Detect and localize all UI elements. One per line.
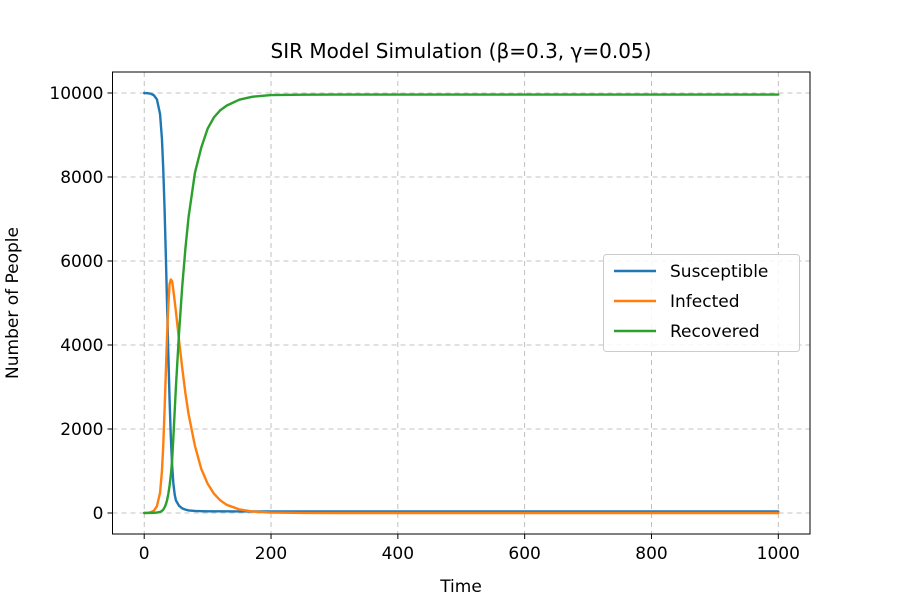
y-tick-label: 6000	[60, 252, 103, 272]
x-axis-ticks: 0 200 400 600 800 1000	[139, 534, 800, 564]
y-tick-label: 4000	[60, 336, 103, 356]
x-tick-label: 400	[382, 544, 414, 564]
legend-label-infected: Infected	[670, 292, 740, 312]
series-line-recovered	[142, 93, 780, 515]
grid	[112, 72, 810, 534]
legend-label-recovered: Recovered	[670, 322, 760, 342]
legend: Susceptible Infected Recovered	[603, 254, 800, 352]
legend-label-susceptible: Susceptible	[670, 262, 768, 282]
legend-frame	[603, 254, 800, 352]
x-tick-label: 1000	[757, 544, 800, 564]
y-tick-label: 2000	[60, 420, 103, 440]
y-tick-label: 0	[93, 504, 104, 524]
plot-frame	[112, 71, 811, 535]
x-tick-label: 600	[508, 544, 540, 564]
x-tick-label: 200	[255, 544, 287, 564]
x-tick-label: 800	[635, 544, 667, 564]
x-tick-label: 0	[139, 544, 150, 564]
y-axis-ticks: 0 2000 4000 6000 8000 10000	[49, 84, 113, 524]
series-lines	[142, 91, 780, 515]
y-tick-label: 8000	[60, 168, 103, 188]
x-axis-label: Time	[439, 577, 482, 597]
y-tick-label: 10000	[49, 84, 103, 104]
chart-title: SIR Model Simulation (β=0.3, γ=0.05)	[271, 39, 652, 63]
series-line-susceptible	[142, 91, 780, 513]
y-axis-label: Number of People	[3, 227, 23, 379]
